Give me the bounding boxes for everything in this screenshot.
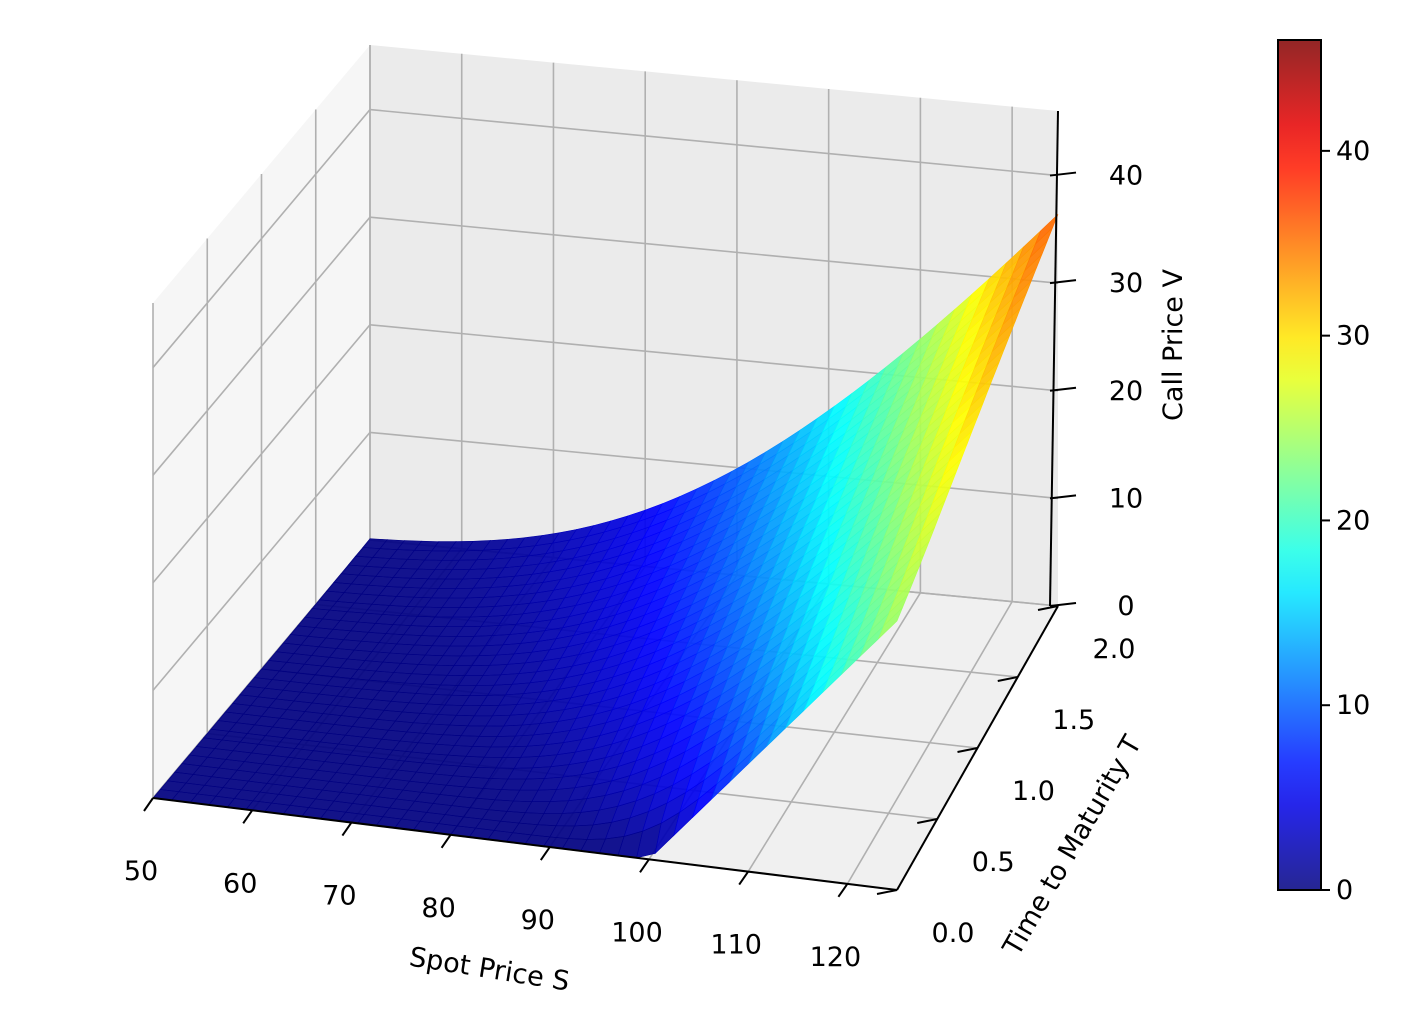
x-axis-label: Spot Price S (407, 942, 571, 998)
x-tick-label: 120 (810, 942, 862, 973)
x-tick-mark (143, 797, 154, 812)
z-tick-mark (1049, 386, 1077, 392)
z-tick-mark (1049, 494, 1077, 500)
call-price-surface (152, 214, 1059, 859)
surface-patch (878, 607, 903, 640)
z-tick-label: 40 (1109, 161, 1143, 192)
grid-back-z (369, 216, 1059, 284)
y-axis-label: Time to Maturity T (997, 730, 1149, 962)
colorbar-tick-label: 10 (1336, 690, 1370, 721)
z-tick-label: 10 (1109, 483, 1143, 514)
colorbar-tick-label: 40 (1336, 136, 1370, 167)
z-tick-mark (1049, 171, 1077, 177)
y-tick-label: 1.5 (1052, 705, 1095, 736)
x-tick-label: 110 (710, 930, 762, 961)
grid-left-z (152, 431, 371, 691)
z-axis-label: Call Price V (1158, 269, 1189, 421)
x-axis-line (152, 797, 898, 891)
z-tick-label: 0 (1117, 591, 1134, 622)
grid-back-z (369, 108, 1059, 177)
y-tick-mark (1037, 605, 1059, 611)
x-tick-mark (242, 809, 254, 824)
y-tick-label: 2.0 (1093, 634, 1136, 665)
z-tick-mark (1049, 279, 1077, 285)
z-axis-line (1049, 110, 1059, 607)
x-tick-mark (539, 846, 551, 861)
axis-lines (143, 110, 1077, 898)
y-tick-label: 1.0 (1012, 776, 1055, 807)
y-tick-mark (917, 818, 938, 824)
x-tick-label: 90 (521, 905, 555, 936)
colorbar: 0 10 20 30 40 (1277, 39, 1370, 906)
z-tick-mark (1049, 602, 1077, 607)
x-tick-mark (738, 871, 750, 886)
x-tick-label: 50 (124, 856, 158, 887)
y-tick-label: 0.5 (972, 847, 1015, 878)
x-tick-mark (341, 821, 353, 837)
z-tick-label: 30 (1109, 268, 1143, 299)
grid-left-z (152, 324, 371, 584)
x-tick-label: 60 (223, 868, 257, 899)
y-tick-mark (876, 889, 898, 895)
colorbar-tick-label: 0 (1336, 875, 1353, 906)
grid-left-z (152, 216, 371, 476)
grid-left-z (152, 109, 371, 369)
x-tick-label: 70 (322, 881, 356, 912)
y-tick-label: 0.0 (932, 918, 975, 949)
y-tick-mark (957, 747, 978, 753)
colorbar-bar (1277, 39, 1322, 891)
x-tick-mark (440, 834, 452, 849)
z-tick-label: 20 (1109, 376, 1143, 407)
colorbar-tick-label: 30 (1336, 321, 1370, 352)
x-tick-label: 80 (421, 893, 455, 924)
colorbar-tick-label: 20 (1336, 505, 1370, 536)
x-tick-label: 100 (611, 917, 663, 948)
x-tick-mark (639, 858, 650, 873)
x-tick-mark (837, 883, 849, 898)
y-tick-mark (997, 676, 1018, 682)
